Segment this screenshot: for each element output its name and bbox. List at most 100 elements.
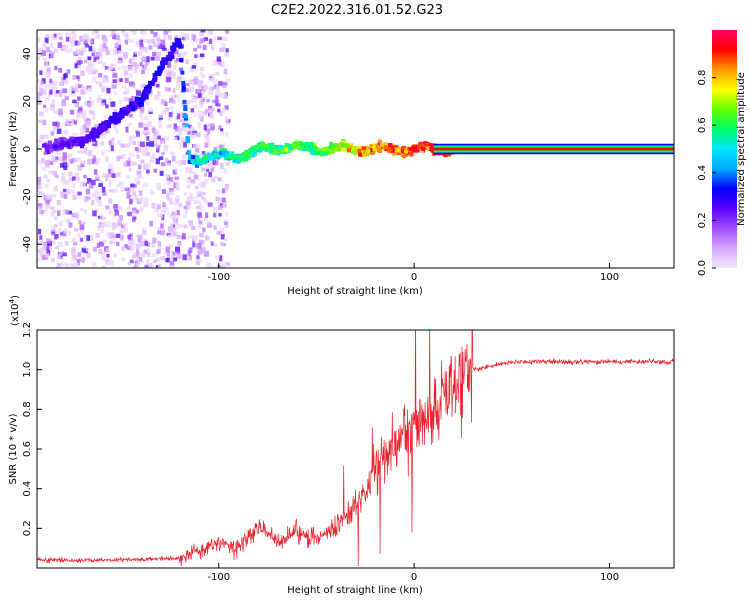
heatmap-cell (54, 80, 58, 86)
heatmap-cell (43, 104, 47, 109)
heatmap-cell (58, 67, 63, 73)
heatmap-cell (203, 250, 209, 257)
heatmap-cell (91, 261, 97, 268)
heatmap-cell (57, 157, 62, 162)
heatmap-cell (118, 181, 122, 187)
heatmap-cell (71, 237, 76, 244)
heatmap-cell (132, 253, 136, 258)
heatmap-cell (124, 88, 130, 93)
heatmap-cell (127, 157, 131, 161)
heatmap-cell (222, 81, 228, 86)
heatmap-cell (173, 228, 177, 232)
heatmap-cell (43, 194, 47, 201)
heatmap-cell (170, 95, 175, 100)
heatmap-cell (424, 142, 429, 147)
heatmap-cell (120, 186, 124, 193)
heatmap-cell (215, 100, 219, 107)
heatmap-cell (115, 233, 121, 238)
heatmap-cell (193, 104, 198, 109)
heatmap-cell (72, 194, 77, 201)
heatmap-cell (79, 35, 83, 42)
heatmap-cell (91, 30, 95, 35)
heatmap-cell (197, 93, 202, 99)
heatmap-cell (132, 198, 136, 203)
heatmap-cell (161, 151, 166, 156)
heatmap-cell (217, 265, 222, 268)
heatmap-cell (125, 160, 131, 167)
heatmap-cell (185, 117, 191, 123)
heatmap-cell (261, 142, 266, 147)
heatmap-cell (196, 132, 201, 138)
heatmap-cell (150, 56, 155, 61)
heatmap-cell (200, 38, 206, 43)
heatmap-cell (98, 183, 103, 188)
heatmap-cell (112, 213, 116, 218)
heatmap-cell (177, 52, 182, 58)
heatmap-cell (65, 32, 70, 38)
heatmap-cell (177, 127, 182, 133)
heatmap-cell (201, 196, 205, 200)
heatmap-cell (221, 43, 227, 49)
heatmap-cell (73, 87, 77, 92)
heatmap-cell (91, 113, 96, 120)
heatmap-cell (411, 148, 416, 153)
heatmap-cell (65, 179, 70, 184)
heatmap-cell (244, 149, 249, 154)
heatmap-cell (218, 255, 223, 262)
heatmap-cell (223, 219, 229, 223)
heatmap-cell (176, 94, 180, 101)
heatmap-cell (175, 195, 180, 200)
heatmap-cell (113, 253, 117, 258)
heatmap-cell (49, 107, 55, 111)
heatmap-cell (174, 199, 180, 206)
heatmap-cell (100, 226, 104, 233)
heatmap-cell (87, 102, 92, 108)
heatmap-cell (196, 255, 200, 260)
y-tick-label: -20 (22, 188, 33, 204)
heatmap-cell (136, 170, 142, 175)
heatmap-cell (213, 152, 218, 157)
heatmap-cell (171, 211, 176, 216)
heatmap-cell (132, 55, 137, 61)
heatmap-cell (202, 227, 206, 233)
snr-y-ticks: 0.2 0.4 0.6 0.8 1.0 1.2 (22, 322, 42, 536)
heatmap-cell (53, 216, 58, 221)
heatmap-cell (146, 259, 150, 266)
heatmap-cell (116, 172, 121, 178)
heatmap-cell (203, 84, 209, 90)
heatmap-cell (193, 235, 199, 240)
heatmap-cell (161, 57, 166, 62)
heatmap-cell (187, 159, 192, 164)
heatmap-cell (193, 144, 198, 149)
heatmap-cell (66, 141, 71, 146)
heatmap-cell (400, 146, 405, 151)
heatmap-cell (86, 85, 92, 90)
heatmap-cell (216, 189, 221, 194)
heatmap-cell (418, 141, 423, 146)
heatmap-cell (255, 146, 260, 151)
heatmap-cell (221, 150, 226, 155)
heatmap-cell (77, 139, 82, 144)
heatmap-cell (165, 257, 170, 263)
heatmap-cell (297, 145, 302, 150)
heatmap-cell (215, 86, 220, 90)
heatmap-cell (61, 172, 65, 179)
heatmap-cell (156, 249, 161, 254)
heatmap-cell (79, 225, 85, 231)
heatmap-cell (149, 141, 155, 147)
heatmap-cell (108, 98, 112, 102)
heatmap-cell (133, 67, 137, 73)
heatmap-cell (220, 143, 226, 149)
heatmap-cell (47, 159, 51, 164)
heatmap-cell (100, 102, 105, 107)
heatmap-cell (41, 254, 47, 260)
heatmap-cell (90, 38, 94, 44)
heatmap-cell (150, 155, 156, 159)
heatmap-cell (125, 143, 130, 148)
heatmap-cell (80, 70, 85, 77)
heatmap-cell (204, 234, 209, 240)
heatmap-cell (208, 30, 213, 36)
heatmap-cell (305, 144, 310, 149)
heatmap-cell (138, 190, 143, 196)
heatmap-cell (59, 89, 65, 94)
